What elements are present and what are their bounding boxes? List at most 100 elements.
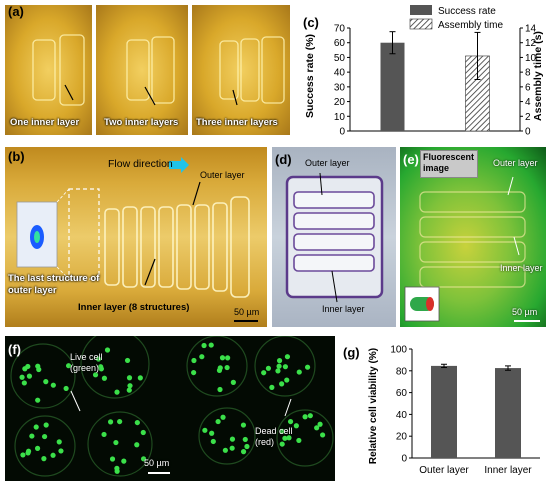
chart-c-ytick-label: 40 bbox=[334, 68, 346, 79]
inner-layer-label-d: Inner layer bbox=[322, 304, 365, 314]
outer-layer-label-d: Outer layer bbox=[305, 158, 350, 168]
chart-c-ytick-right-label: 8 bbox=[525, 68, 531, 79]
live-cell-dot bbox=[242, 436, 248, 443]
live-cell-dot bbox=[269, 384, 275, 390]
live-cell-dot bbox=[50, 452, 56, 458]
live-cell-dot bbox=[229, 436, 236, 442]
live-cell-dot bbox=[220, 414, 226, 420]
live-cell-label: Live cell (green) bbox=[70, 352, 103, 373]
live-cell-dot bbox=[217, 365, 223, 371]
live-cell-dot bbox=[114, 389, 120, 395]
live-cell-dot bbox=[208, 342, 214, 348]
live-cell-dot bbox=[127, 383, 133, 389]
chart-g-ytick-label: 100 bbox=[390, 345, 407, 356]
live-cell-dot bbox=[107, 419, 114, 425]
micrograph-a-structures bbox=[32, 34, 285, 106]
live-cell-dot bbox=[222, 447, 228, 453]
live-cell-dot bbox=[20, 452, 26, 458]
live-cell-dot bbox=[282, 364, 288, 370]
live-cell-dot bbox=[284, 377, 290, 383]
live-cell-dot bbox=[104, 347, 111, 353]
micrograph-e-structures bbox=[404, 176, 526, 322]
live-cell-dot bbox=[199, 354, 205, 360]
live-cell-dot bbox=[209, 430, 215, 436]
live-cell-dot bbox=[296, 369, 302, 375]
live-cell-dot bbox=[293, 423, 299, 429]
live-cell-dot bbox=[35, 363, 41, 369]
live-cell-dot bbox=[113, 439, 119, 446]
live-cell-dot bbox=[140, 429, 146, 436]
live-cell-dot bbox=[137, 375, 143, 381]
live-cell-dot bbox=[33, 424, 39, 430]
live-cell-dot bbox=[276, 358, 283, 364]
chart-g-bar bbox=[495, 368, 521, 458]
live-cell-dot bbox=[191, 357, 197, 364]
last-structure-label: The last structure of outer layer bbox=[8, 273, 100, 296]
chart-g-ytick-label: 80 bbox=[396, 366, 408, 377]
outer-layer-label-b: Outer layer bbox=[200, 170, 245, 180]
live-cell-dot bbox=[56, 439, 62, 445]
live-cell-dot bbox=[109, 456, 116, 462]
chart-c-bar-success-rate bbox=[380, 42, 405, 131]
live-cell-dot bbox=[117, 418, 123, 425]
live-cell-dot bbox=[34, 445, 41, 451]
live-cell-dot bbox=[114, 468, 120, 474]
outer-layer-label-e: Outer layer bbox=[493, 158, 538, 168]
caption-two-inner-layers: Two inner layers bbox=[104, 117, 179, 128]
panel-f-letter: (f) bbox=[8, 342, 21, 357]
live-cell-dot bbox=[35, 397, 41, 403]
live-cell-dot bbox=[121, 458, 127, 464]
live-cell-dot bbox=[92, 372, 99, 378]
live-cell-dot bbox=[302, 414, 308, 420]
legend-success-label: Success rate bbox=[438, 6, 496, 17]
chart-c-ytick-right-label: 4 bbox=[525, 97, 531, 108]
live-cell-dot bbox=[101, 431, 107, 438]
live-cell-dot bbox=[210, 438, 216, 445]
live-cell-dot bbox=[41, 433, 48, 440]
live-cell-dot bbox=[29, 433, 35, 439]
legend-success-swatch bbox=[410, 5, 432, 15]
live-cell-dot bbox=[126, 375, 133, 381]
live-cell-dot bbox=[101, 375, 108, 381]
live-cell-dot bbox=[201, 342, 207, 349]
chart-c-ytick-right-label: 0 bbox=[525, 127, 531, 138]
live-cell-dot bbox=[276, 363, 282, 369]
chart-c-ylabel-right: Assembly time (s) bbox=[532, 31, 544, 121]
chart-g-category-label: Inner layer bbox=[484, 465, 532, 476]
panel-g-letter: (g) bbox=[343, 345, 360, 360]
panel-e-letter: (e) bbox=[403, 152, 419, 167]
chart-c-ytick-right-label: 12 bbox=[525, 38, 537, 49]
chart-c-ytick-label: 20 bbox=[334, 97, 346, 108]
chart-c-ytick-right-label: 6 bbox=[525, 82, 531, 93]
panel-a-letter: (a) bbox=[8, 4, 24, 19]
live-cell-dot bbox=[58, 448, 64, 454]
live-cell-dot bbox=[287, 418, 294, 425]
live-cell-dot bbox=[26, 373, 33, 379]
live-cell-dot bbox=[279, 441, 285, 447]
fluorescent-image-badge bbox=[420, 150, 478, 178]
micrograph-a2 bbox=[96, 5, 188, 135]
legend-assembly-swatch bbox=[409, 18, 433, 30]
live-cell-dot bbox=[134, 419, 140, 426]
panel-b-letter: (b) bbox=[8, 149, 25, 164]
live-cell-dot bbox=[41, 456, 47, 462]
live-cell-dot bbox=[63, 385, 69, 392]
chart-c-ytick-label: 0 bbox=[339, 127, 345, 138]
chart-g-bar bbox=[431, 365, 457, 458]
live-cell-dot bbox=[307, 413, 313, 419]
live-cell-dot bbox=[124, 357, 131, 364]
caption-one-inner-layer: One inner layer bbox=[10, 117, 80, 128]
chart-c-ytick-label: 50 bbox=[334, 53, 346, 64]
live-cell-dot bbox=[284, 354, 291, 360]
scale-label-f: 50 µm bbox=[144, 458, 170, 468]
live-cell-dot bbox=[225, 355, 231, 361]
live-cell-dot bbox=[19, 374, 25, 380]
micrograph-d-structures bbox=[285, 172, 384, 303]
live-cell-dot bbox=[65, 363, 72, 369]
micrograph-a1 bbox=[5, 5, 92, 135]
chart-c-ytick-label: 70 bbox=[334, 24, 346, 35]
inner-layer-label-b: Inner layer (8 structures) bbox=[78, 302, 190, 313]
live-cell-dot bbox=[275, 368, 281, 374]
flow-direction-label: Flow direction bbox=[108, 158, 173, 170]
live-cell-dot bbox=[95, 356, 102, 362]
